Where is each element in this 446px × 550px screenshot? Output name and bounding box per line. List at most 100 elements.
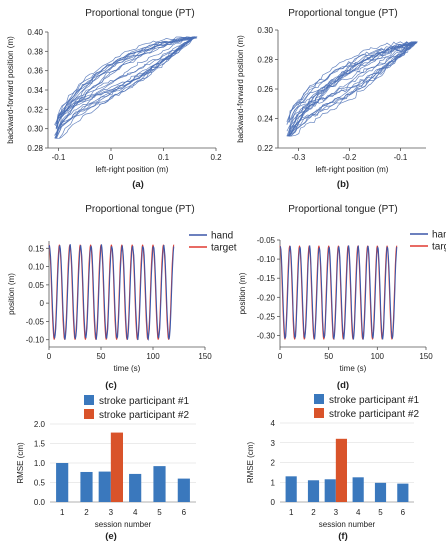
chart-title-c: Proportional tongue (PT) xyxy=(85,204,195,215)
legend-label-2: stroke participant #2 xyxy=(99,410,189,421)
y-axis-label: backward-forward position (m) xyxy=(236,35,245,143)
x-tick-label: 150 xyxy=(198,352,212,361)
panel-label: (e) xyxy=(105,531,117,542)
chart-title-a: Proportional tongue (PT) xyxy=(85,8,195,19)
x-axis-label: left-right position (m) xyxy=(316,165,389,174)
chart-e: 0.0 0.5 1.0 1.5 2.0 1 2 3 4 5 6 session number RMSE … xyxy=(16,395,196,542)
trajectory-loop xyxy=(56,36,197,123)
bar-1-session-5 xyxy=(374,482,387,502)
chart-b: Proportional tongue (PT) -0.3 -0.2 -0.1 0.22… xyxy=(236,8,426,190)
x-tick-label: 3 xyxy=(109,508,114,517)
bar-1-session-2 xyxy=(307,480,320,502)
y-axis-label: position (m) xyxy=(238,272,247,314)
chart-f: 0 1 2 3 4 1 2 3 4 5 6 session number RMSE (cm) (f) str… xyxy=(246,394,419,542)
bar-1-session-6 xyxy=(397,483,409,502)
y-tick-label: 1.0 xyxy=(34,459,46,468)
x-tick-label: 1 xyxy=(289,508,294,517)
x-tick-label: 5 xyxy=(157,508,162,517)
y-tick-label: 0.10 xyxy=(28,263,44,272)
y-tick-label: 0.24 xyxy=(257,115,273,124)
bar-1-session-3 xyxy=(98,471,111,502)
x-axis-label: time (s) xyxy=(340,364,367,373)
x-tick-label: -0.1 xyxy=(52,153,66,162)
x-tick-label: 2 xyxy=(311,508,316,517)
legend-swatch-2 xyxy=(84,409,94,419)
trajectory-loop xyxy=(54,36,197,127)
x-tick-label: 50 xyxy=(324,352,333,361)
legend-label-2: stroke participant #2 xyxy=(329,409,419,420)
x-tick-label: 4 xyxy=(133,508,138,517)
y-tick-label: -0.05 xyxy=(26,317,45,326)
y-tick-label: 0.30 xyxy=(27,125,43,134)
y-tick-label: 0.40 xyxy=(27,28,43,37)
y-tick-label: -0.25 xyxy=(257,312,276,321)
hand-series-line xyxy=(280,245,398,340)
x-tick-label: 100 xyxy=(146,352,160,361)
y-tick-label: 0.32 xyxy=(27,105,43,114)
y-tick-label: -0.20 xyxy=(257,293,276,302)
bar-1-session-3 xyxy=(324,479,336,502)
x-axis-label: left-right position (m) xyxy=(96,165,169,174)
x-tick-label: 1 xyxy=(60,508,65,517)
x-tick-label: 6 xyxy=(401,508,406,517)
y-tick-label: 1 xyxy=(271,478,276,487)
trajectory-loop xyxy=(288,41,418,123)
bar-2-session-3 xyxy=(335,438,347,502)
y-tick-label: 0.05 xyxy=(28,281,44,290)
y-tick-label: 2 xyxy=(271,459,276,468)
y-tick-label: 0.30 xyxy=(257,26,273,35)
x-tick-label: 0.2 xyxy=(210,153,222,162)
panel-label: (b) xyxy=(337,179,349,190)
y-tick-label: 0.26 xyxy=(257,85,273,94)
bar-1-session-4 xyxy=(352,477,364,502)
x-tick-label: 0 xyxy=(278,352,283,361)
x-axis-label: time (s) xyxy=(114,364,141,373)
trajectory-loop xyxy=(286,41,417,125)
y-tick-label: 3 xyxy=(271,439,276,448)
y-tick-label: 2.0 xyxy=(34,420,46,429)
x-axis-label: session number xyxy=(95,520,152,529)
y-tick-label: 0.5 xyxy=(34,479,46,488)
panel-label: (a) xyxy=(132,179,144,190)
y-tick-label: -0.10 xyxy=(26,336,45,345)
y-tick-label: 0 xyxy=(271,498,276,507)
y-tick-label: -0.15 xyxy=(257,274,276,283)
bar-1-session-1 xyxy=(56,463,69,502)
y-tick-label: 0.36 xyxy=(27,67,43,76)
legend-swatch-1 xyxy=(314,394,324,404)
bar-1-session-6 xyxy=(177,478,190,502)
x-tick-label: 0 xyxy=(47,352,52,361)
chart-d: Proportional tongue (PT) 0 50 100 150 -0.05 -0… xyxy=(238,204,446,391)
y-axis-label: RMSE (cm) xyxy=(246,442,255,484)
panel-label: (f) xyxy=(338,531,348,542)
x-tick-label: 4 xyxy=(356,508,361,517)
x-tick-label: 6 xyxy=(182,508,187,517)
legend-label-hand: hand xyxy=(211,231,233,242)
y-axis-label: RMSE (cm) xyxy=(16,442,25,484)
x-tick-label: 2 xyxy=(84,508,89,517)
y-tick-label: 0.22 xyxy=(257,144,273,153)
chart-title-d: Proportional tongue (PT) xyxy=(288,204,398,215)
y-tick-label: 0.34 xyxy=(27,86,43,95)
hand-series-line xyxy=(48,244,175,341)
panel-label: (c) xyxy=(105,380,117,391)
chart-title-b: Proportional tongue (PT) xyxy=(288,8,398,19)
y-tick-label: -0.05 xyxy=(257,236,276,245)
legend-label-target: target xyxy=(432,242,446,253)
legend-label-target: target xyxy=(211,243,237,254)
x-tick-label: 0.1 xyxy=(158,153,170,162)
x-tick-label: 0 xyxy=(109,153,114,162)
legend-label-1: stroke participant #1 xyxy=(99,396,189,407)
x-tick-label: 150 xyxy=(419,352,433,361)
chart-c: Proportional tongue (PT) 0 50 100 150 -0.10 -0… xyxy=(7,204,237,391)
bar-1-session-2 xyxy=(80,471,93,502)
y-tick-label: 0 xyxy=(40,299,45,308)
y-tick-label: 0.38 xyxy=(27,47,43,56)
y-axis-label: position (m) xyxy=(7,273,16,315)
target-series-line xyxy=(279,245,398,340)
y-tick-label: 4 xyxy=(271,419,276,428)
y-tick-label: 0.28 xyxy=(257,56,273,65)
x-tick-label: 100 xyxy=(371,352,385,361)
bar-2-session-3 xyxy=(110,432,123,502)
